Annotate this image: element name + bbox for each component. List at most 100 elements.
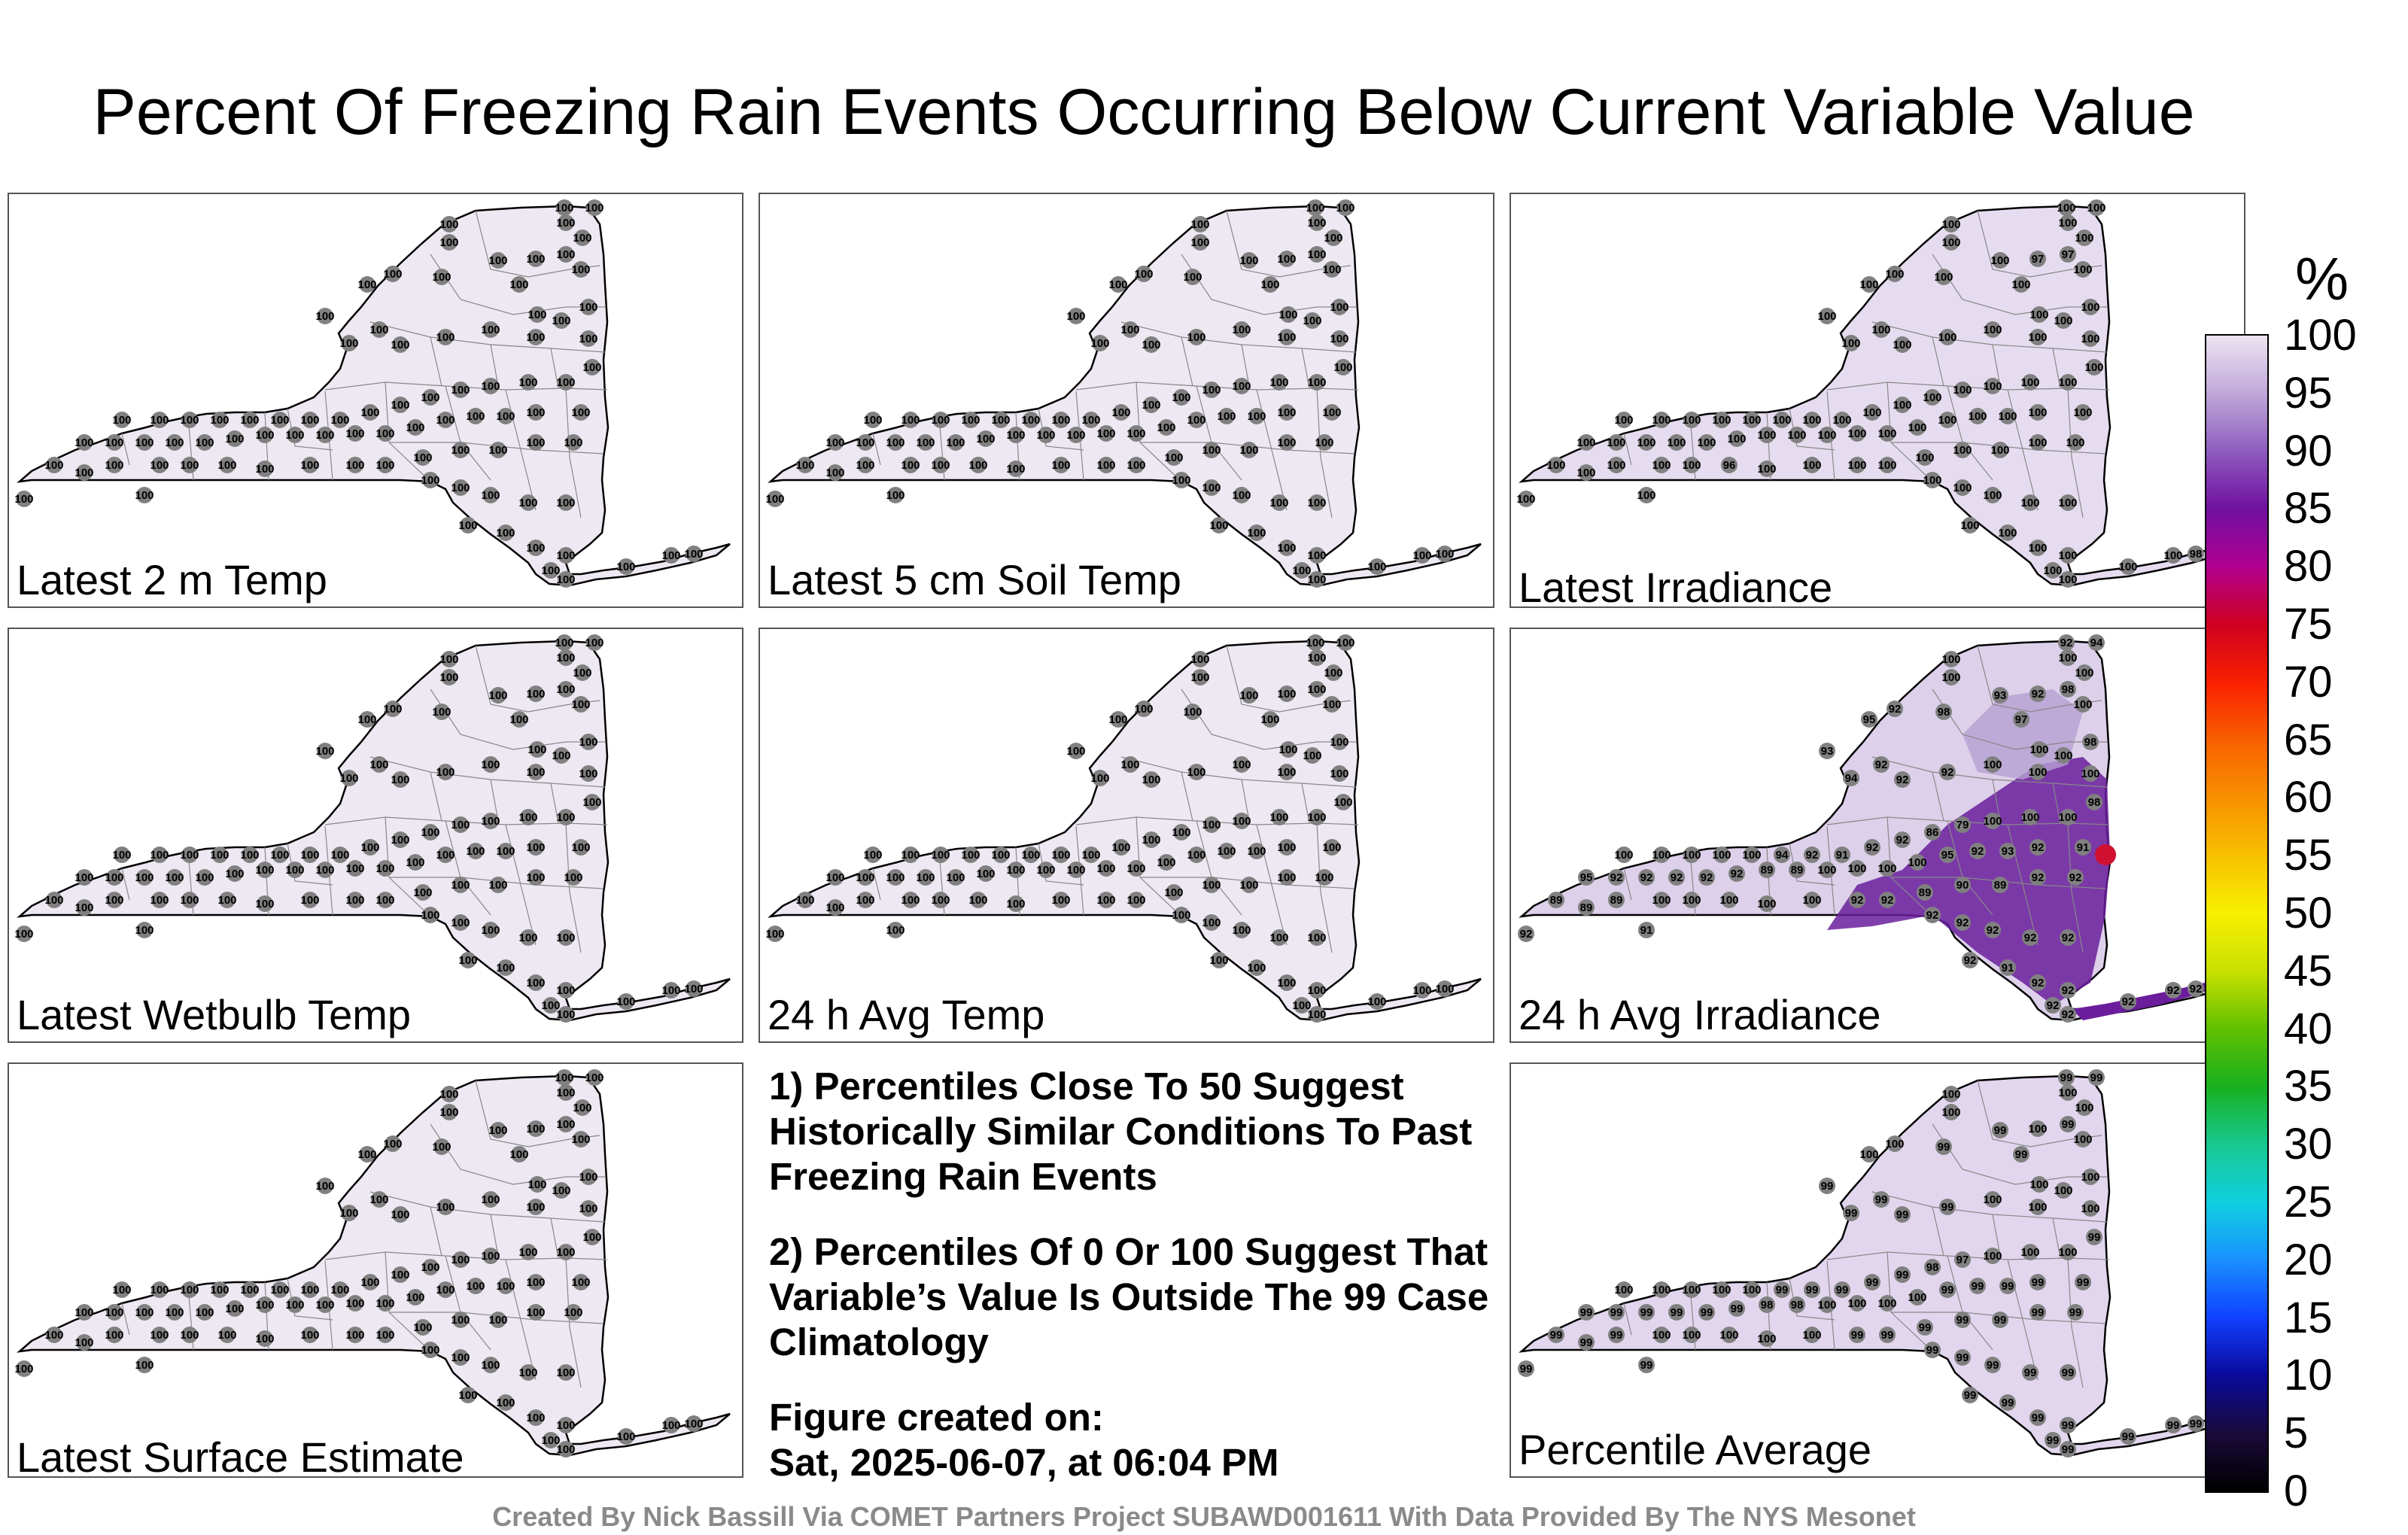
station-marker: 92 bbox=[1638, 869, 1655, 886]
station-marker: 100 bbox=[1307, 571, 1327, 588]
station-marker: 100 bbox=[1908, 854, 1927, 871]
station-marker: 100 bbox=[526, 1274, 546, 1290]
station-marker: 100 bbox=[931, 892, 950, 908]
station-dot bbox=[1954, 816, 1971, 833]
station-dot bbox=[1158, 419, 1175, 436]
station-value: 100 bbox=[1006, 864, 1025, 877]
station-dot bbox=[520, 374, 537, 391]
station-value: 100 bbox=[526, 1412, 545, 1424]
station-dot bbox=[1143, 336, 1160, 353]
station-dot bbox=[618, 558, 634, 575]
station-value: 99 bbox=[2032, 1306, 2045, 1319]
station-dot bbox=[2082, 1169, 2099, 1185]
colorbar-tick-label: 40 bbox=[2284, 1004, 2333, 1053]
station-value: 100 bbox=[556, 1246, 575, 1259]
station-marker: 100 bbox=[432, 269, 451, 285]
station-marker: 100 bbox=[1742, 412, 1762, 428]
station-value: 100 bbox=[1983, 380, 2002, 393]
station-marker: 100 bbox=[488, 442, 508, 458]
station-marker: 100 bbox=[526, 1199, 546, 1215]
county-line bbox=[1826, 381, 2110, 391]
station-dot bbox=[1864, 839, 1880, 856]
station-dot bbox=[558, 649, 574, 666]
station-dot bbox=[2029, 869, 2046, 886]
station-value: 100 bbox=[1051, 459, 1070, 472]
station-marker: 100 bbox=[217, 892, 237, 908]
station-dot bbox=[1909, 854, 1926, 871]
station-marker: 100 bbox=[1217, 843, 1236, 859]
station-marker: 100 bbox=[564, 869, 583, 886]
station-dot bbox=[151, 1327, 168, 1343]
station-dot bbox=[1909, 1289, 1926, 1306]
station-value: 100 bbox=[1614, 1284, 1633, 1296]
station-marker: 100 bbox=[1847, 1295, 1867, 1312]
station-value: 100 bbox=[413, 451, 432, 464]
station-value: 100 bbox=[552, 749, 570, 762]
station-marker: 99 bbox=[1548, 1327, 1564, 1343]
station-marker: 100 bbox=[1941, 669, 1961, 685]
station-value: 100 bbox=[458, 1389, 477, 1402]
station-marker: 100 bbox=[1802, 1327, 1822, 1343]
station-marker: 100 bbox=[1757, 895, 1777, 912]
station-marker: 100 bbox=[1941, 216, 1961, 233]
station-dot bbox=[2058, 634, 2075, 651]
county-line bbox=[287, 408, 461, 451]
station-marker: 100 bbox=[1330, 299, 1349, 315]
station-marker: 100 bbox=[573, 664, 592, 681]
station-marker: 100 bbox=[1202, 442, 1221, 458]
station-dot bbox=[902, 412, 919, 428]
station-marker: 99 bbox=[2045, 1432, 2061, 1448]
station-dot bbox=[106, 1327, 123, 1343]
station-value: 100 bbox=[571, 1276, 590, 1289]
station-marker: 100 bbox=[585, 199, 604, 216]
station-marker: 100 bbox=[436, 764, 455, 780]
station-dot bbox=[767, 491, 783, 507]
station-value: 100 bbox=[579, 1171, 597, 1184]
station-value: 100 bbox=[886, 436, 905, 449]
station-dot bbox=[16, 491, 32, 507]
station-marker: 100 bbox=[991, 847, 1011, 863]
station-dot bbox=[497, 524, 514, 541]
station-dot bbox=[1038, 427, 1054, 443]
station-dot bbox=[2060, 1116, 2076, 1132]
station-dot bbox=[497, 408, 514, 424]
panel-label: 24 h Avg Irradiance bbox=[1519, 991, 1881, 1038]
station-marker: 95 bbox=[1939, 847, 1956, 863]
station-marker: 92 bbox=[1698, 869, 1715, 886]
station-marker: 100 bbox=[556, 1006, 576, 1023]
station-dot bbox=[1924, 1342, 1941, 1358]
station-dot bbox=[437, 764, 454, 780]
station-value: 100 bbox=[1157, 856, 1175, 869]
station-value: 100 bbox=[526, 331, 545, 344]
station-marker: 100 bbox=[225, 1300, 245, 1317]
station-marker: 100 bbox=[901, 412, 920, 428]
station-value: 99 bbox=[2060, 1071, 2073, 1084]
station-dot bbox=[1999, 524, 2016, 541]
station-marker: 100 bbox=[616, 1428, 636, 1445]
station-marker: 100 bbox=[825, 434, 845, 451]
station-marker: 100 bbox=[240, 1281, 260, 1298]
station-dot bbox=[2120, 993, 2136, 1010]
station-dot bbox=[558, 1244, 574, 1260]
station-value: 100 bbox=[2081, 768, 2099, 780]
station-value: 100 bbox=[931, 414, 950, 427]
station-marker: 100 bbox=[1817, 427, 1837, 443]
station-dot bbox=[1759, 1296, 1775, 1313]
station-marker: 100 bbox=[1277, 685, 1297, 702]
station-dot bbox=[2076, 1099, 2093, 1116]
station-marker: 100 bbox=[1576, 434, 1596, 451]
station-dot bbox=[1335, 794, 1351, 810]
station-value: 92 bbox=[1896, 774, 1909, 786]
station-value: 99 bbox=[1896, 1208, 1909, 1221]
station-marker: 100 bbox=[1367, 993, 1387, 1010]
station-marker: 100 bbox=[552, 312, 571, 329]
station-marker: 92 bbox=[1879, 892, 1896, 908]
station-value: 94 bbox=[2090, 637, 2103, 649]
station-marker: 100 bbox=[496, 843, 515, 859]
station-value: 100 bbox=[1269, 376, 1288, 389]
station-marker: 100 bbox=[526, 540, 546, 556]
station-value: 100 bbox=[1269, 497, 1288, 509]
station-value: 92 bbox=[1851, 894, 1864, 907]
station-marker: 100 bbox=[1260, 276, 1280, 293]
station-value: 100 bbox=[661, 984, 680, 997]
